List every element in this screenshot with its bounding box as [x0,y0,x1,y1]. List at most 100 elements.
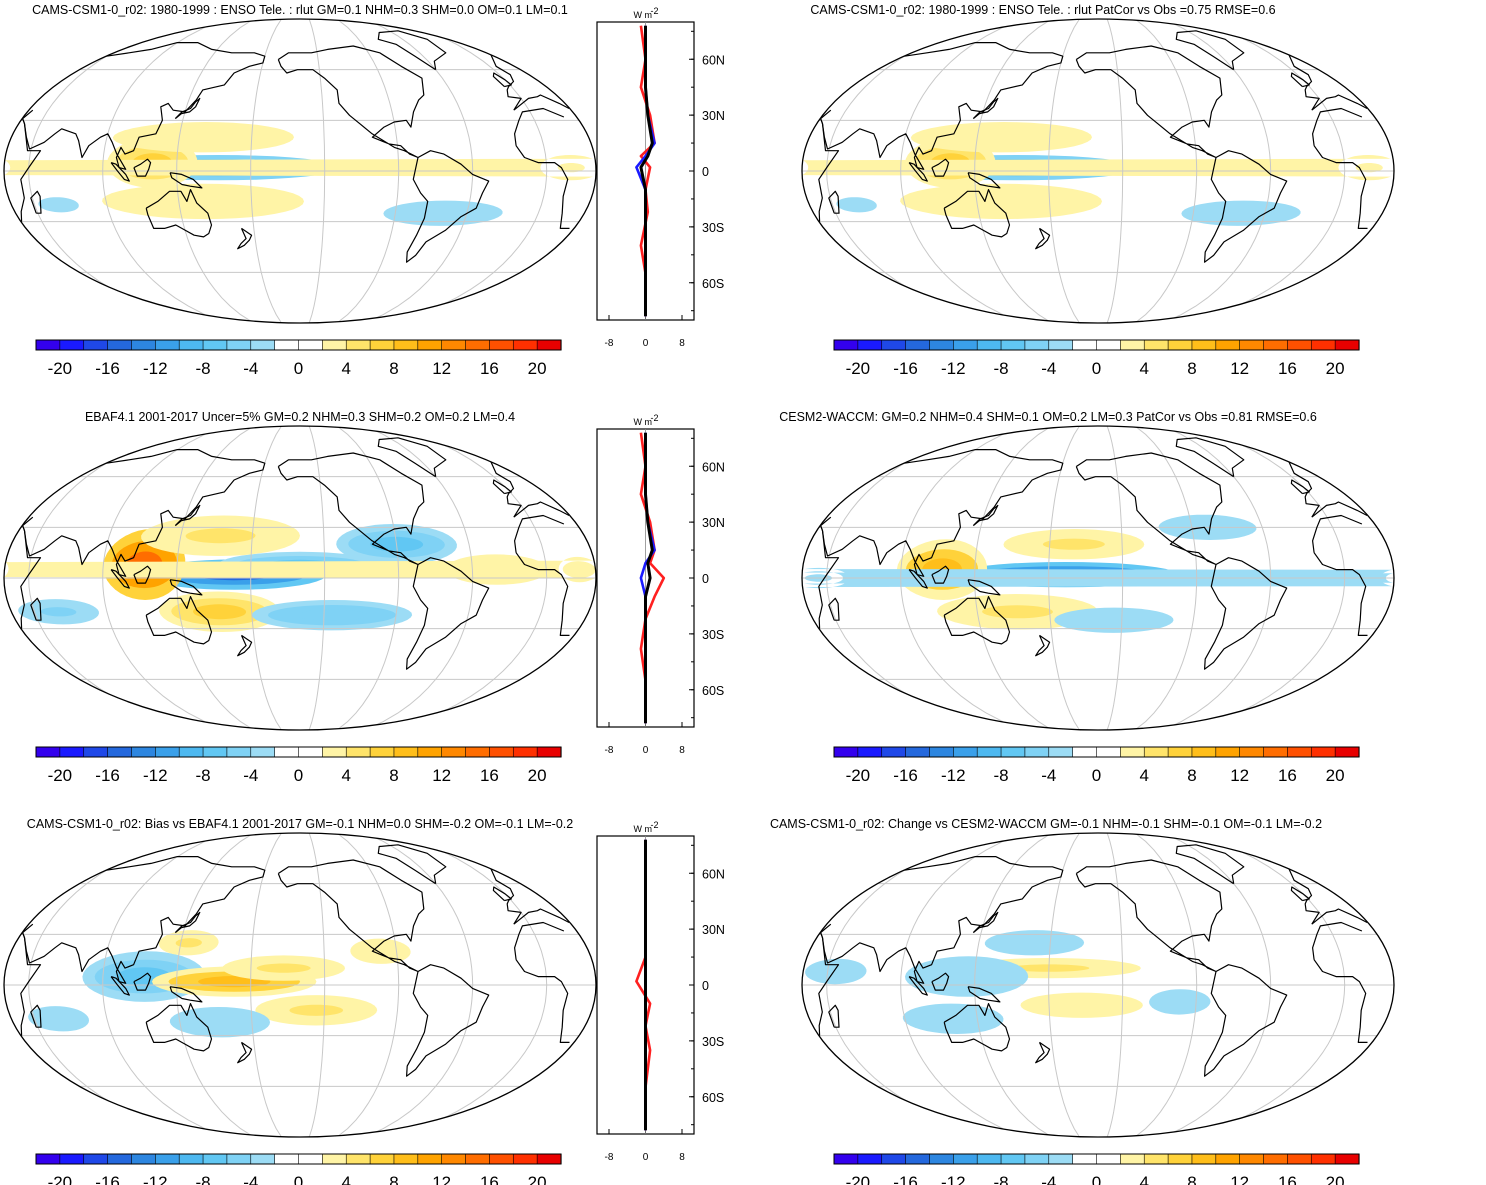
coastline-new-zealand [1035,227,1051,250]
colorbar-tick-label: 8 [389,766,398,785]
coastline-uk [492,72,512,88]
coastline-new-zealand [237,634,253,657]
longitude-line [28,426,199,730]
colorbar-tick-label: -8 [195,766,210,785]
coastline-greenland [1175,844,1245,885]
colorbar-tick-label: 0 [1092,359,1101,378]
colorbar-swatch [35,1153,61,1165]
coastline-north-america [1075,859,1223,973]
coastline-borneo [931,158,950,177]
colorbar-tick-label: -20 [48,766,73,785]
colorbar-swatch [322,339,347,351]
longitude-line [826,19,997,323]
coastline-greenland [377,30,447,71]
coastline-north-america [277,859,425,973]
coastline-uk [492,886,512,902]
colorbar-swatch [107,339,133,351]
colorbar-tick-label: 8 [389,359,398,378]
colorbar-swatch [1310,1153,1336,1165]
colorbar-swatch [393,1153,419,1165]
coastline-borneo [133,158,152,177]
longitude-line [336,833,400,1137]
colorbar-swatch [1287,339,1312,351]
longitude-line [900,19,1025,323]
colorbar-tick-label: 20 [528,1173,547,1185]
colorbar-tick-label: 0 [294,359,303,378]
anomaly-region-outer [4,155,593,181]
panel-title: CAMS-CSM1-0_r02: 1980-1999 : ENSO Tele. … [810,3,1275,17]
colorbar-tick-label: -16 [893,766,918,785]
longitude-line [826,833,997,1137]
colorbar-swatch [441,746,467,758]
colorbar-swatch [202,1153,228,1165]
colorbar-swatch [131,746,156,758]
colorbar-swatch [417,1153,443,1165]
anomaly-region-core [1042,538,1105,550]
longitude-line [1048,833,1080,1137]
longitude-line [1190,19,1346,323]
coastline-madagascar [30,190,42,214]
colorbar-swatch [1334,339,1360,351]
longitude-line [176,19,255,323]
colorbar-tick-label: 8 [1187,766,1196,785]
colorbar-swatch [274,339,300,351]
colorbar-tick-label: 20 [528,766,547,785]
anomaly-region-core [1214,208,1268,218]
profile-units: W m [634,417,653,427]
colorbar-swatch [953,339,978,351]
profile-xlabel: -8 [605,745,614,756]
coastline-sumatra [110,162,130,182]
colorbar-swatch [59,746,85,758]
profile-units-exponent: -2 [651,820,659,830]
map-border [3,832,597,1138]
longitude-line [308,833,326,1137]
longitude-line [176,426,255,730]
graticule [802,833,1394,1137]
colorbar: -20 -16 -12 -8 -4 0 4 8 12 16 20 [833,1153,1360,1185]
map [802,833,1394,1137]
anomaly-region-core [1166,997,1194,1007]
map [802,19,1394,323]
longitude-line [1134,19,1198,323]
colorbar-tick-label: 12 [1230,1173,1249,1185]
colorbar-swatch [833,1153,859,1165]
coastline-madagascar [828,190,840,214]
colorbar-tick-label: -8 [195,1173,210,1185]
colorbar-swatch [1239,339,1265,351]
colorbar-swatch [226,1153,252,1165]
profile-xlabel: 8 [679,745,685,756]
profile-ylabel: 30S [702,221,724,235]
colorbar-swatch [250,1153,276,1165]
colorbar-swatch [59,339,85,351]
colorbar-swatch [131,339,156,351]
colorbar-swatch [1215,339,1241,351]
panel-title: CAMS-CSM1-0_r02: 1980-1999 : ENSO Tele. … [32,3,568,17]
anomaly-region-core [175,938,202,948]
coastline-australia [145,596,213,645]
profile-ylabel: 60S [702,1091,724,1105]
coastline-borneo [133,972,152,991]
longitude-line [1190,833,1346,1137]
colorbar-swatch [881,339,907,351]
coastline-japan [174,97,201,120]
colorbar-swatch [976,746,1002,758]
profile-units: W m [634,824,653,834]
coastline-australia [943,1003,1011,1052]
coastline-north-america [1075,45,1223,159]
colorbar-swatch [1096,746,1121,758]
colorbar-swatch [1024,339,1050,351]
colorbar-tick-label: 8 [389,1173,398,1185]
profile-xlabel: 8 [679,1152,685,1163]
profile-xlabel: -8 [605,338,614,349]
profile-ylabel: 30S [702,628,724,642]
colorbar-tick-label: 4 [341,1173,350,1185]
coastline-south-america [406,964,490,1077]
colorbar-swatch [1000,339,1026,351]
colorbar-tick-label: -12 [941,766,966,785]
colorbar-swatch [369,746,395,758]
colorbar-tick-label: -20 [48,359,73,378]
coastline-japan [174,504,201,527]
colorbar-swatch [1191,339,1217,351]
colorbar-frame [35,1153,562,1165]
colorbar-swatch [441,1153,467,1165]
